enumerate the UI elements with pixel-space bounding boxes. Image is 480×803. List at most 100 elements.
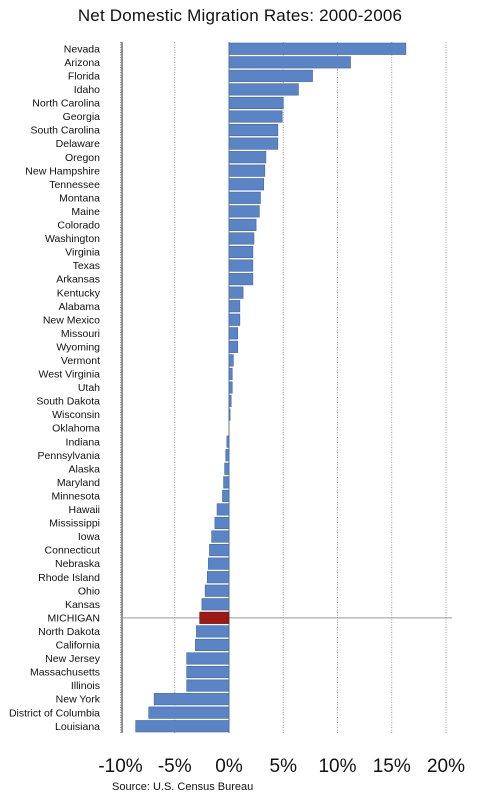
category-label: New Mexico [43,314,100,326]
bar [201,598,230,611]
category-label: Idaho [74,84,100,96]
x-tick-labels: -10% -5% 0% 5% 10% 15% 20% [98,756,465,777]
category-label: Oregon [65,152,100,164]
chart-title: Net Domestic Migration Rates: 2000-2006 [77,6,403,25]
category-label: Oklahoma [52,423,100,435]
bar [228,205,260,218]
bar [228,69,313,82]
bar [208,557,230,570]
category-label: Montana [59,192,100,204]
category-label: Louisiana [55,721,100,733]
category-label: Rhode Island [38,572,100,584]
bar [228,245,254,259]
bar [228,273,254,286]
source-note: Source: U.S. Census Bureau [112,781,254,793]
bar [228,96,284,110]
bar [228,408,231,421]
category-label: Indiana [66,436,101,448]
bar [228,340,238,353]
bar [216,503,230,516]
bar [228,313,241,326]
category-label: North Carolina [32,98,100,110]
x-tick-label: 15% [373,756,411,777]
bar [228,191,261,204]
category-label: South Dakota [36,396,100,408]
bar [199,611,230,624]
bar [228,137,279,150]
bar [228,394,232,408]
x-tick-label: -5% [158,756,192,777]
bar [195,638,230,651]
category-label: New Hampshire [25,165,100,177]
bar [228,259,254,272]
category-label: Nevada [64,43,100,55]
category-label: Minnesota [52,490,101,502]
bar [228,381,233,394]
category-label: Kansas [65,599,100,611]
bar [153,693,230,706]
bar [228,151,267,164]
bar [228,367,233,381]
category-label: Connecticut [45,545,101,557]
bar [228,300,241,313]
category-label: Mississippi [49,518,100,530]
category-label: California [56,640,101,652]
bar [228,218,257,231]
bar [135,720,230,733]
bar [207,571,230,584]
category-label: Arkansas [56,274,100,286]
bar [148,706,230,719]
category-label: Utah [78,382,100,394]
bar [204,584,230,597]
bar [228,178,265,191]
bar [186,652,230,665]
bar [228,164,266,177]
category-label: Alabama [59,301,101,313]
bars [135,42,407,733]
category-label: Wisconsin [52,409,100,421]
category-label: Virginia [65,247,100,259]
category-label: Pennsylvania [38,450,101,462]
category-label: Nebraska [55,558,100,570]
category-label: Wyoming [56,341,100,353]
bar [226,435,230,448]
category-label: Florida [68,70,100,82]
category-label: Washington [45,233,100,245]
x-tick-label: 0% [215,756,243,777]
bar [186,679,230,692]
bar [214,516,230,530]
category-label: New Jersey [45,653,101,665]
x-tick-label: 20% [427,756,465,777]
category-label: Iowa [78,531,100,543]
bar [224,462,230,475]
bar [222,489,230,502]
category-label: Massachusetts [30,667,100,679]
category-label: MICHIGAN [48,612,101,624]
bar [186,665,230,679]
category-label: Kentucky [57,287,101,299]
bar [211,530,230,543]
category-label: Maine [71,206,100,218]
category-label: Delaware [56,138,101,150]
bar [223,476,230,489]
category-label: Vermont [61,355,100,367]
bar [228,124,279,137]
bar [228,42,407,55]
bar [228,286,244,299]
x-tick-label: 5% [270,756,298,777]
bar [225,449,230,462]
x-tick-label: 10% [318,756,356,777]
category-label: Hawaii [68,504,100,516]
bar [228,354,234,367]
category-label: Maryland [57,477,100,489]
category-label: South Carolina [31,125,101,137]
category-label: Arizona [64,57,100,69]
bar [228,83,299,96]
category-label: Illinois [71,680,100,692]
category-label: Ohio [78,585,100,597]
category-label: North Dakota [38,626,100,638]
category-label: New York [56,694,101,706]
bar [228,327,238,340]
